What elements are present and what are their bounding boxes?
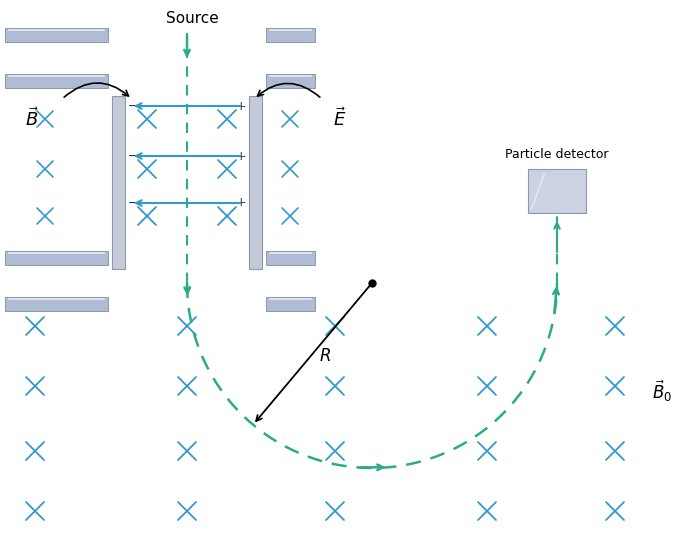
Text: −: − (128, 149, 139, 162)
Text: Source: Source (166, 11, 218, 26)
Bar (266, 251, 315, 265)
Text: $\vec{B}_0$: $\vec{B}_0$ (652, 378, 672, 404)
Text: Particle detector: Particle detector (505, 148, 609, 161)
Text: $R$: $R$ (319, 347, 331, 365)
Bar (5, 297, 108, 311)
Text: −: − (128, 196, 139, 209)
Text: +: + (235, 149, 246, 162)
Bar (5, 251, 108, 265)
Bar (5, 28, 108, 42)
Bar (266, 28, 315, 42)
Bar (5, 74, 108, 88)
Bar (266, 74, 315, 88)
Text: −: − (128, 100, 139, 113)
Text: $\vec{B}$: $\vec{B}$ (25, 108, 39, 130)
Text: $\vec{E}$: $\vec{E}$ (333, 108, 346, 130)
Text: +: + (235, 196, 246, 209)
Bar (249, 96, 262, 269)
Bar (112, 96, 125, 269)
Text: +: + (235, 100, 246, 113)
Bar (266, 297, 315, 311)
Bar (528, 169, 586, 213)
